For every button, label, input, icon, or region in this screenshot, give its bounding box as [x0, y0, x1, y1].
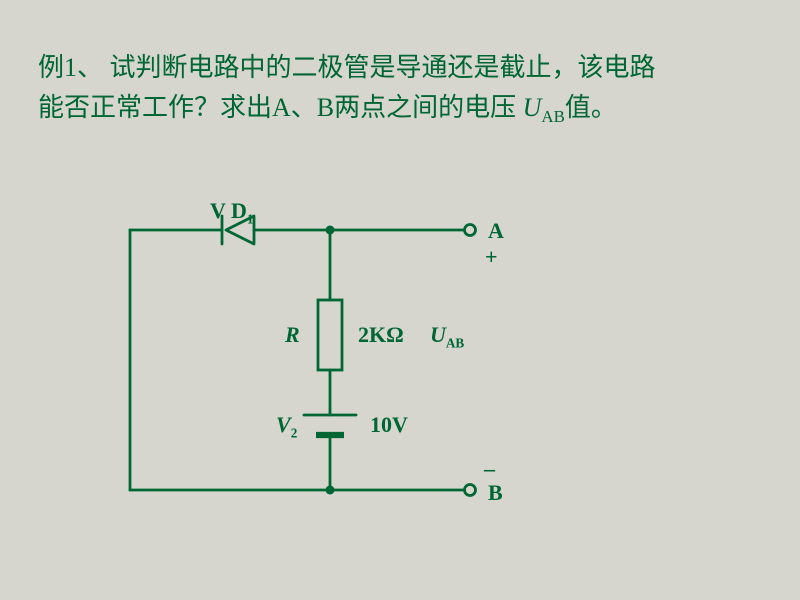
problem-line2b: 值。 [565, 93, 617, 122]
source-value-label: 10V [370, 412, 408, 438]
source-label: V2 [276, 412, 297, 441]
diode-label: V D1 [210, 198, 253, 227]
problem-line1: 例1、 试判断电路中的二极管是导通还是截止，该电路 [38, 53, 656, 82]
resistor-value-label: 2KΩ [358, 322, 404, 348]
circuit-diagram: V D1 A + R 2KΩ UAB V2 10V – B [90, 190, 550, 530]
uab-var: U [523, 93, 542, 122]
uab-sub: AB [541, 107, 564, 126]
uab-label: UAB [430, 322, 464, 351]
terminal-a-label: A [488, 218, 504, 244]
terminal-b-label: B [488, 480, 503, 506]
resistor-label: R [285, 322, 300, 348]
circuit-svg [90, 190, 550, 530]
plus-label: + [485, 244, 498, 270]
problem-statement: 例1、 试判断电路中的二极管是导通还是截止，该电路 能否正常工作？求出A、B两点… [38, 48, 760, 131]
problem-line2a: 能否正常工作？求出A、B两点之间的电压 [38, 93, 523, 122]
minus-label: – [484, 456, 495, 482]
